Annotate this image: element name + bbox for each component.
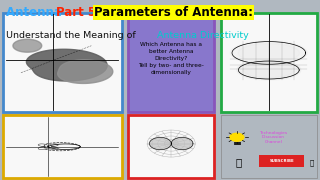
Polygon shape xyxy=(230,41,307,65)
FancyBboxPatch shape xyxy=(221,115,317,178)
Text: Part 5: Part 5 xyxy=(56,6,100,19)
Circle shape xyxy=(230,133,244,141)
Polygon shape xyxy=(243,62,294,78)
Text: SUBSCRIBE: SUBSCRIBE xyxy=(269,159,294,163)
Polygon shape xyxy=(27,49,107,81)
FancyBboxPatch shape xyxy=(3,115,122,178)
Text: Parameters of Antenna:: Parameters of Antenna: xyxy=(94,6,253,19)
Polygon shape xyxy=(238,44,300,62)
Polygon shape xyxy=(13,39,42,52)
FancyBboxPatch shape xyxy=(128,115,214,178)
Text: 👍: 👍 xyxy=(235,158,242,167)
Text: Understand the Meaning of: Understand the Meaning of xyxy=(6,31,139,40)
FancyBboxPatch shape xyxy=(221,13,317,112)
Polygon shape xyxy=(58,60,113,83)
Polygon shape xyxy=(149,138,193,150)
FancyBboxPatch shape xyxy=(259,155,304,167)
Text: Which Antenna has a
better Antenna
Directivity?
Tell by two- and three-
dimensio: Which Antenna has a better Antenna Direc… xyxy=(138,42,204,75)
Polygon shape xyxy=(237,60,301,80)
Text: Technologies
Discussion
Channel: Technologies Discussion Channel xyxy=(259,131,287,144)
Text: 🔔: 🔔 xyxy=(309,159,314,166)
FancyBboxPatch shape xyxy=(3,13,122,112)
Text: Antenna: Antenna xyxy=(6,6,67,19)
Text: Antenna Directivity: Antenna Directivity xyxy=(157,31,249,40)
FancyBboxPatch shape xyxy=(128,13,214,112)
